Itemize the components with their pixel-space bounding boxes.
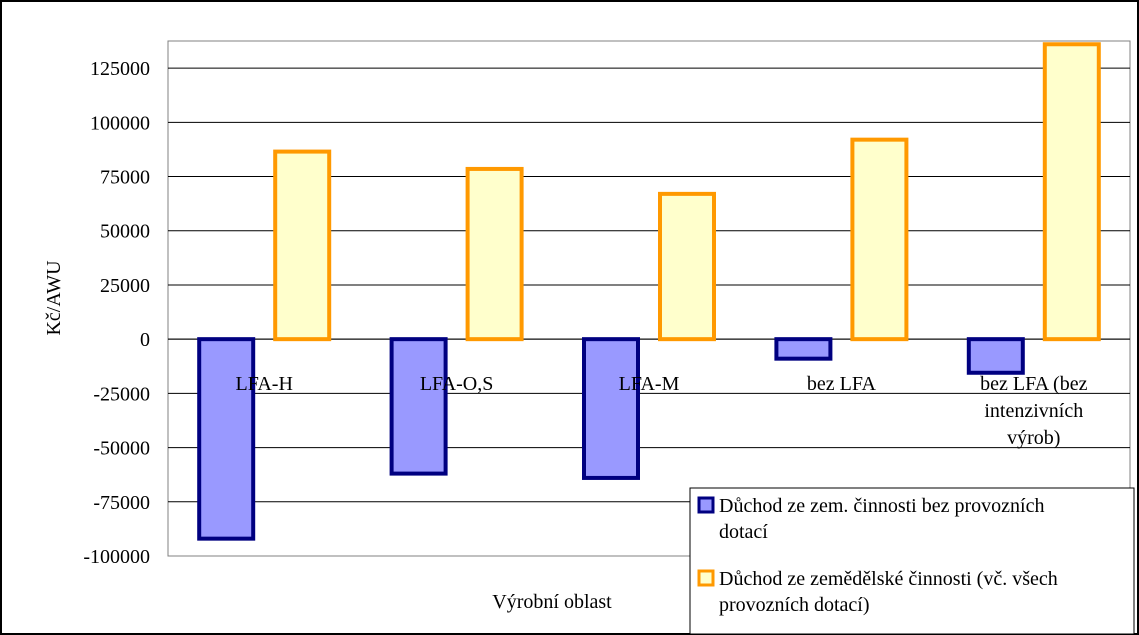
y-tick-label: -100000 [83,546,150,568]
y-axis-ticks: -100000 -75000 -50000 -25000 0 25000 50000 7500… [83,58,150,568]
y-tick-label: 125000 [90,58,150,80]
x-axis-title: Výrobní oblast [492,591,612,613]
y-tick-label: 0 [140,329,150,351]
x-tick-label: LFA-H [235,373,292,395]
x-tick-label: bez LFA [807,373,877,395]
legend-entry: Důchod ze zemědělské činnosti (vč. všech… [719,568,1058,616]
x-tick-label: bez LFA (bez intenzivních výrob) [980,373,1087,449]
legend-swatch [697,496,715,514]
bar [273,149,332,342]
legend-entry: Důchod ze zem. činnosti bez provozních do… [719,495,1044,543]
legend-swatch [697,569,715,587]
x-tick-label: LFA-M [619,373,680,395]
y-tick-label: 100000 [90,112,150,134]
y-tick-label: 50000 [100,221,150,243]
y-tick-label: 25000 [100,275,150,297]
x-tick-label: LFA-O,S [420,373,494,395]
y-tick-label: -25000 [93,383,150,405]
bars [197,42,1101,541]
y-tick-label: -75000 [93,492,150,514]
y-tick-label: -50000 [93,438,150,460]
y-tick-label: 75000 [100,167,150,189]
bar [582,337,640,480]
bar [658,191,716,342]
bar [966,337,1025,375]
category-labels: LFA-H LFA-O,S LFA-M bez LFA bez LFA (bez inte… [235,373,1087,449]
legend: Důchod ze zem. činnosti bez provozních do… [689,487,1135,635]
bar [389,337,448,476]
legend-box [689,487,1135,635]
bar [1042,42,1101,342]
bar [465,166,524,342]
bar [197,337,256,541]
bar [774,337,833,361]
bar [850,137,909,342]
y-axis-title: Kč/AWU [43,260,65,336]
